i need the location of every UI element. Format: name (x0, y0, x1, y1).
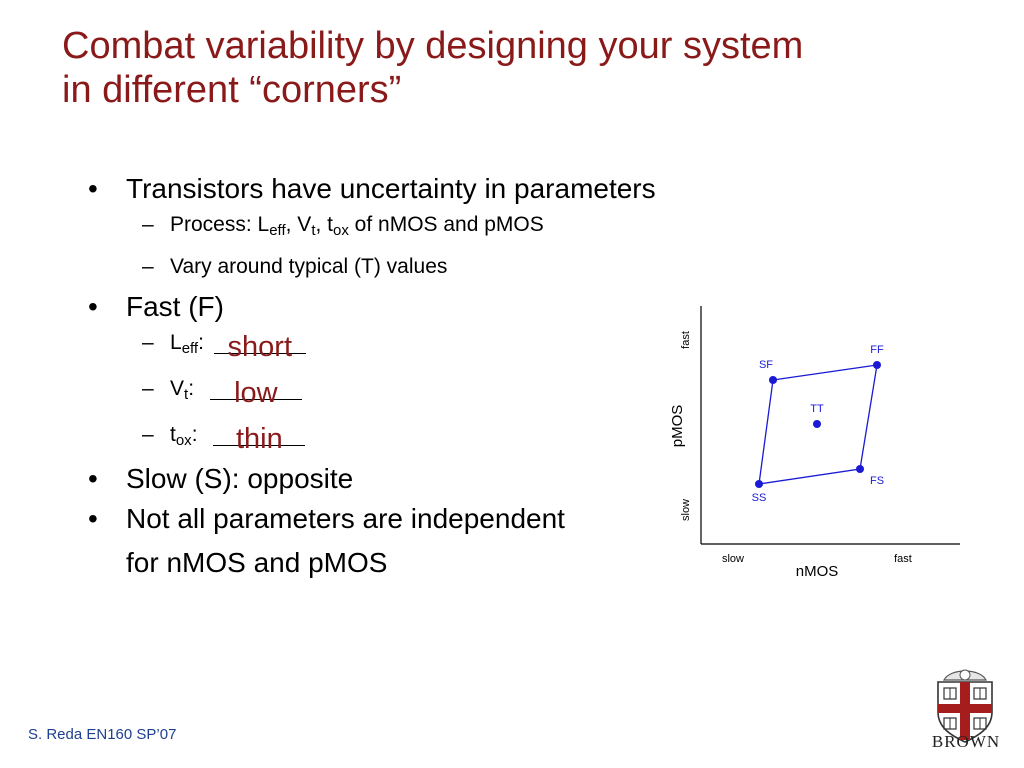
subbullet-dash: – (142, 423, 154, 446)
subbullet-vary-text: Vary around typical (T) values (170, 255, 448, 278)
corner-label-ff: FF (870, 344, 884, 356)
subbullet-dash: – (142, 331, 154, 354)
bullet-transistors: • Transistors have uncertainty in parame… (88, 172, 688, 206)
bullet-independent-text: Not all parameters are independent (126, 503, 565, 534)
bullet-dot: • (88, 503, 98, 534)
process-sub-t: t (311, 222, 316, 239)
tox-sub: ox (175, 432, 192, 449)
bullet-slow: • Slow (S): opposite (88, 462, 688, 496)
bullet-dot: • (88, 291, 98, 322)
footer-credit: S. Reda EN160 SP’07 (28, 726, 177, 743)
x-tick-low: slow (722, 553, 744, 565)
process-suffix: of nMOS and pMOS (348, 213, 544, 236)
y-tick-high: fast (680, 331, 692, 349)
subbullet-dash: – (142, 377, 154, 400)
process-mid1: , V (285, 213, 312, 236)
process-sub-eff: eff (269, 222, 286, 239)
leff-sub: eff (181, 340, 199, 357)
corner-label-fs: FS (870, 475, 884, 487)
subbullet-vt: – Vt: low (88, 376, 688, 408)
slide-title: Combat variability by designing your sys… (62, 24, 982, 112)
leff-prefix: L (170, 331, 182, 354)
corner-points: SF FF TT SS FS (752, 344, 884, 504)
bullet-independent: • Not all parameters are independent (88, 502, 688, 536)
bullet-transistors-text: Transistors have uncertainty in paramete… (126, 173, 656, 204)
bullet-dot: • (88, 173, 98, 204)
blank-line (209, 399, 302, 400)
process-mid2: , t (315, 213, 333, 236)
slide-title-line2: in different “corners” (62, 69, 402, 111)
blank-line (213, 353, 306, 354)
corner-point-sf (769, 376, 777, 384)
subbullet-dash: – (142, 213, 154, 236)
blank-line (213, 445, 306, 446)
subbullet-leff: – Leff: short (88, 330, 688, 362)
corner-point-ss (755, 480, 763, 488)
bullet-dot: • (88, 463, 98, 494)
vt-sub: t (184, 386, 189, 403)
corner-point-tt (813, 420, 821, 428)
y-tick-low: slow (680, 499, 692, 521)
corner-label-sf: SF (759, 359, 773, 371)
corners-diagram: SF FF TT SS FS fast slow pMOS slow fast nMOS (669, 306, 960, 580)
x-tick-high: fast (894, 553, 912, 565)
process-sub-ox: ox (333, 222, 349, 239)
corner-point-fs (856, 465, 864, 473)
slide-title-line1: Combat variability by designing your sys… (62, 25, 804, 67)
corner-label-tt: TT (810, 403, 824, 415)
vt-answer-blank: low (209, 376, 302, 408)
bullet-fast: • Fast (F) (88, 290, 688, 324)
leff-colon: : (198, 331, 204, 354)
vt-colon: : (188, 377, 195, 400)
leff-answer: short (227, 331, 293, 363)
subbullet-vary: – Vary around typical (T) values (88, 254, 688, 280)
tox-colon: : (191, 423, 198, 446)
tox-answer: thin (235, 423, 283, 455)
process-prefix: Process: L (170, 213, 270, 236)
leff-answer-blank: short (213, 330, 306, 362)
subbullet-tox: – tox: thin (88, 422, 688, 454)
vt-prefix: V (170, 377, 185, 400)
brown-logo-text: BROWN (931, 732, 1001, 751)
bullet-slow-text: Slow (S): opposite (126, 463, 354, 494)
vt-answer: low (234, 377, 278, 409)
tox-answer-blank: thin (213, 422, 306, 454)
y-axis-label: pMOS (669, 405, 686, 448)
corner-point-ff (873, 361, 881, 369)
x-axis-label: nMOS (796, 563, 839, 580)
corner-label-ss: SS (752, 492, 767, 504)
bullet-list: • Transistors have uncertainty in parame… (88, 172, 688, 580)
bullet-fast-text: Fast (F) (126, 291, 224, 322)
subbullet-dash: – (142, 255, 154, 278)
tox-prefix: t (170, 423, 176, 446)
bullet-independent-continued: for nMOS and pMOS (126, 547, 388, 578)
brown-shield-logo (937, 669, 993, 743)
subbullet-process: – Process: Leff, Vt, tox of nMOS and pMO… (88, 212, 688, 244)
